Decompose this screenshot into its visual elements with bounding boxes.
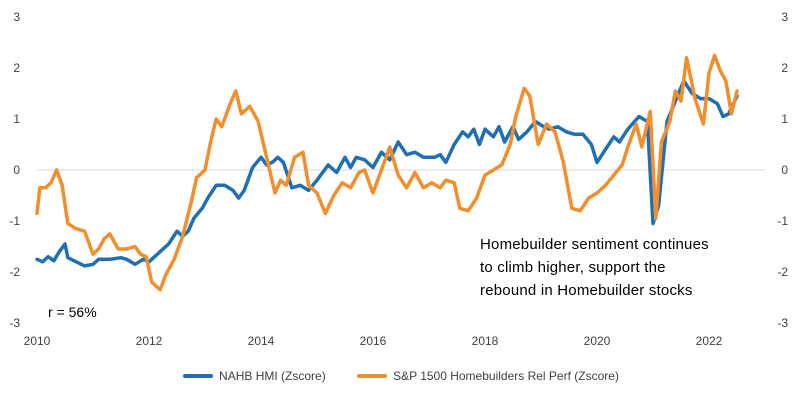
x-tick-label: 2020	[584, 334, 611, 348]
y-axis-left-ticks: 3 2 1 0 -1 -2 -3	[9, 10, 20, 330]
y-tick-left-label: -3	[9, 316, 20, 330]
annotation-line-1: Homebuilder sentiment continues	[480, 236, 709, 253]
y-tick-right-label: 2	[781, 61, 788, 75]
y-tick-left-label: 3	[13, 10, 20, 24]
series-line-sp1500	[35, 53, 739, 292]
legend-label-sp1500: S&P 1500 Homebuilders Rel Perf (Zscore)	[393, 369, 619, 383]
annotation-line-3: rebound in Homebuilder stocks	[480, 282, 693, 299]
y-tick-left-label: -2	[9, 265, 20, 279]
legend-swatch-nahb	[183, 374, 214, 378]
legend-item-nahb: NAHB HMI (Zscore)	[183, 369, 326, 383]
chart-legend: NAHB HMI (Zscore) S&P 1500 Homebuilders …	[0, 367, 802, 383]
y-tick-left-label: -1	[9, 214, 20, 228]
y-tick-left-label: 1	[13, 112, 20, 126]
annotation-line-2: to climb higher, support the	[480, 259, 666, 276]
y-tick-right-label: 0	[781, 163, 788, 177]
x-tick-label: 2022	[696, 334, 723, 348]
y-tick-right-label: -1	[777, 214, 788, 228]
y-tick-right-label: -3	[777, 316, 788, 330]
legend-item-sp1500: S&P 1500 Homebuilders Rel Perf (Zscore)	[357, 369, 619, 383]
annotation-note: Homebuilder sentiment continues to climb…	[480, 236, 709, 299]
x-axis-ticks: 2010 2012 2014 2016 2018 2020 2022	[24, 334, 723, 348]
y-tick-left-label: 2	[13, 61, 20, 75]
y-tick-right-label: 1	[781, 112, 788, 126]
y-tick-left-label: 0	[13, 163, 20, 177]
x-tick-label: 2012	[136, 334, 163, 348]
y-tick-right-label: -2	[777, 265, 788, 279]
correlation-label: r = 56%	[48, 304, 97, 320]
x-tick-label: 2016	[360, 334, 387, 348]
y-axis-right-ticks: 3 2 1 0 -1 -2 -3	[777, 10, 788, 330]
legend-label-nahb: NAHB HMI (Zscore)	[219, 369, 326, 383]
y-tick-right-label: 3	[781, 10, 788, 24]
x-tick-label: 2018	[472, 334, 499, 348]
series-lines	[35, 53, 739, 292]
x-tick-label: 2010	[24, 334, 51, 348]
legend-swatch-sp1500	[357, 374, 388, 378]
x-tick-label: 2014	[248, 334, 275, 348]
